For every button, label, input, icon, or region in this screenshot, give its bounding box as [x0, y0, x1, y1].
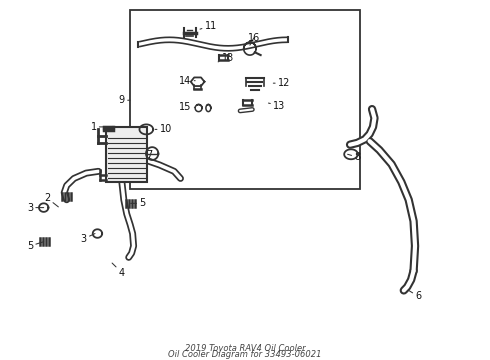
Text: 8: 8 — [347, 152, 361, 162]
Text: 15: 15 — [179, 102, 195, 112]
Text: 13: 13 — [269, 100, 285, 111]
Text: 2019 Toyota RAV4 Oil Cooler: 2019 Toyota RAV4 Oil Cooler — [185, 344, 305, 353]
Text: 9: 9 — [119, 95, 130, 105]
Text: 5: 5 — [27, 241, 44, 251]
Text: 1: 1 — [91, 122, 106, 132]
Text: 3: 3 — [27, 203, 44, 213]
Text: 6: 6 — [409, 291, 421, 301]
Text: 4: 4 — [112, 263, 125, 278]
Text: 16: 16 — [247, 33, 260, 45]
Text: 5: 5 — [131, 198, 146, 208]
Text: 7: 7 — [139, 150, 153, 160]
Bar — [106, 127, 147, 182]
Text: 10: 10 — [155, 125, 172, 134]
Text: Oil Cooler Diagram for 33493-06021: Oil Cooler Diagram for 33493-06021 — [168, 350, 322, 359]
Text: 14: 14 — [179, 76, 195, 86]
Text: 13: 13 — [218, 53, 234, 63]
Text: 11: 11 — [200, 21, 217, 31]
Bar — [130, 10, 360, 189]
Text: 2: 2 — [44, 193, 58, 207]
Text: 12: 12 — [273, 78, 290, 88]
Text: 3: 3 — [81, 234, 95, 244]
